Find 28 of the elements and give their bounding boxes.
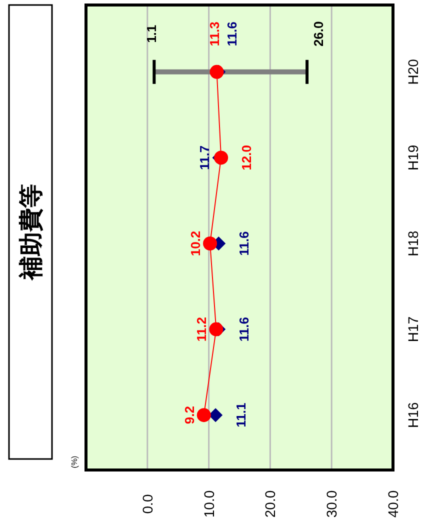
x-tick-label: 0.0 (139, 494, 156, 514)
data-label: 11.6 (236, 231, 252, 256)
x-tick-label: 10.0 (200, 490, 217, 518)
point (203, 236, 218, 250)
annotation: 26.0 (311, 21, 326, 47)
data-label: 12.0 (239, 145, 254, 170)
data-label: 11.2 (194, 317, 210, 342)
y-tick-label: H19 (405, 144, 421, 171)
x-tick-label: 40.0 (385, 490, 401, 518)
y-tick-label: H18 (405, 230, 421, 256)
y-tick-label: H16 (405, 402, 421, 428)
point (208, 408, 223, 422)
point (209, 322, 224, 336)
annotation: 1.1 (144, 24, 160, 43)
point (196, 408, 211, 422)
data-label: 10.2 (188, 230, 204, 256)
x-tick-label: 20.0 (262, 490, 278, 518)
y-tick-label: H20 (405, 58, 421, 85)
data-label: 11.1 (234, 402, 249, 428)
x-tick-label: 30.0 (324, 490, 340, 518)
text: (%) (70, 455, 79, 468)
y-tick-label: H17 (405, 316, 421, 342)
data-label: 11.7 (197, 145, 212, 170)
data-label: 11.6 (224, 22, 240, 46)
data-label: 11.6 (236, 317, 252, 342)
data-label: 9.2 (182, 406, 197, 424)
data-label: 11.3 (206, 22, 222, 46)
text: 補助費等 (18, 184, 45, 281)
